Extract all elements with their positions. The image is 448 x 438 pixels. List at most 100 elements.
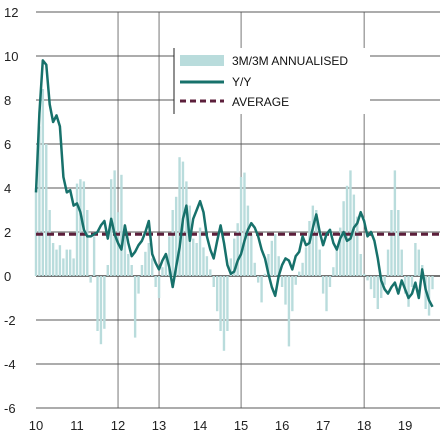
bar	[226, 276, 229, 331]
bar	[400, 249, 403, 276]
bar	[99, 276, 103, 345]
x-tick-label: 13	[152, 418, 166, 433]
bar	[89, 276, 92, 283]
bar	[427, 276, 431, 316]
y-tick-label: 10	[4, 49, 18, 64]
x-tick-label: 12	[111, 418, 125, 433]
bar	[215, 276, 219, 312]
bar	[113, 170, 116, 276]
bar	[140, 265, 144, 276]
y-tick-label: 6	[4, 137, 11, 152]
bar	[349, 170, 352, 276]
bar	[250, 234, 253, 276]
bar	[308, 221, 311, 276]
yy-line	[34, 59, 434, 308]
bar	[397, 210, 400, 276]
bar	[431, 276, 434, 290]
bar	[383, 276, 386, 285]
bar	[362, 273, 366, 276]
bar	[267, 254, 270, 276]
bar	[352, 194, 356, 276]
bar	[284, 276, 287, 305]
bar	[345, 185, 349, 276]
bar	[68, 249, 72, 276]
x-tick-label: 18	[357, 418, 371, 433]
legend-label-line: Y/Y	[232, 75, 251, 89]
bar	[366, 276, 369, 281]
y-tick-label: 0	[4, 269, 11, 284]
bar	[130, 265, 133, 276]
bar	[339, 227, 342, 276]
bar	[92, 236, 96, 276]
bar	[51, 243, 55, 276]
bar	[45, 144, 48, 276]
bar	[127, 254, 130, 276]
bar-series	[34, 89, 434, 351]
y-tick-label: 12	[4, 5, 18, 20]
x-tick-label: 14	[193, 418, 207, 433]
bar	[246, 205, 250, 276]
bar	[342, 201, 345, 276]
bar	[393, 170, 397, 276]
tick-labels: -6 -4 -2 0 2 4 6 8 10 12 10 11 12 13 14 15 16 17 18 19	[4, 5, 412, 433]
bar	[301, 262, 304, 276]
bar	[359, 254, 362, 276]
bar	[123, 227, 127, 276]
bar	[332, 267, 335, 276]
bar	[171, 210, 174, 276]
bar	[209, 269, 212, 276]
y-tick-label: -6	[4, 401, 16, 416]
bar	[414, 243, 417, 276]
bar	[55, 249, 58, 276]
bar	[174, 196, 178, 276]
bar	[72, 258, 75, 276]
x-tick-label: 10	[29, 418, 43, 433]
bar	[62, 258, 65, 276]
bar	[270, 240, 274, 276]
bar	[229, 258, 233, 276]
bar	[417, 249, 420, 276]
bar	[369, 276, 373, 290]
bar	[103, 276, 106, 329]
bar	[198, 227, 202, 276]
bar	[274, 234, 277, 276]
bar	[256, 276, 260, 283]
bar	[150, 258, 154, 276]
bar	[291, 276, 294, 312]
bar	[407, 276, 410, 307]
bar	[120, 174, 123, 276]
bar	[236, 223, 239, 276]
bar	[260, 276, 263, 303]
bar	[410, 276, 414, 287]
bar	[154, 276, 157, 287]
bar	[157, 276, 161, 298]
bar	[48, 210, 51, 276]
bar	[304, 247, 308, 276]
bar	[253, 262, 256, 276]
bar	[239, 177, 243, 276]
y-tick-label: 8	[4, 93, 11, 108]
bar	[280, 276, 284, 287]
bar	[318, 249, 321, 276]
bar	[328, 276, 332, 287]
bar	[178, 157, 181, 276]
bar	[161, 267, 164, 276]
bar	[403, 276, 407, 294]
bar	[144, 251, 147, 276]
legend-bar-swatch	[180, 55, 224, 66]
legend: 3M/3M ANNUALISED Y/Y AVERAGE	[173, 48, 370, 114]
bar	[38, 126, 41, 277]
y-tick-label: -2	[4, 313, 16, 328]
bar	[287, 276, 291, 347]
bar	[325, 276, 328, 312]
bar	[133, 276, 137, 338]
bar	[65, 249, 68, 276]
bar	[75, 183, 79, 276]
bar	[315, 210, 318, 276]
bar	[297, 271, 301, 276]
bar	[58, 245, 62, 276]
x-tick-label: 15	[234, 418, 248, 433]
x-tick-label: 11	[70, 418, 84, 433]
bar	[96, 276, 99, 331]
bar	[137, 276, 140, 294]
